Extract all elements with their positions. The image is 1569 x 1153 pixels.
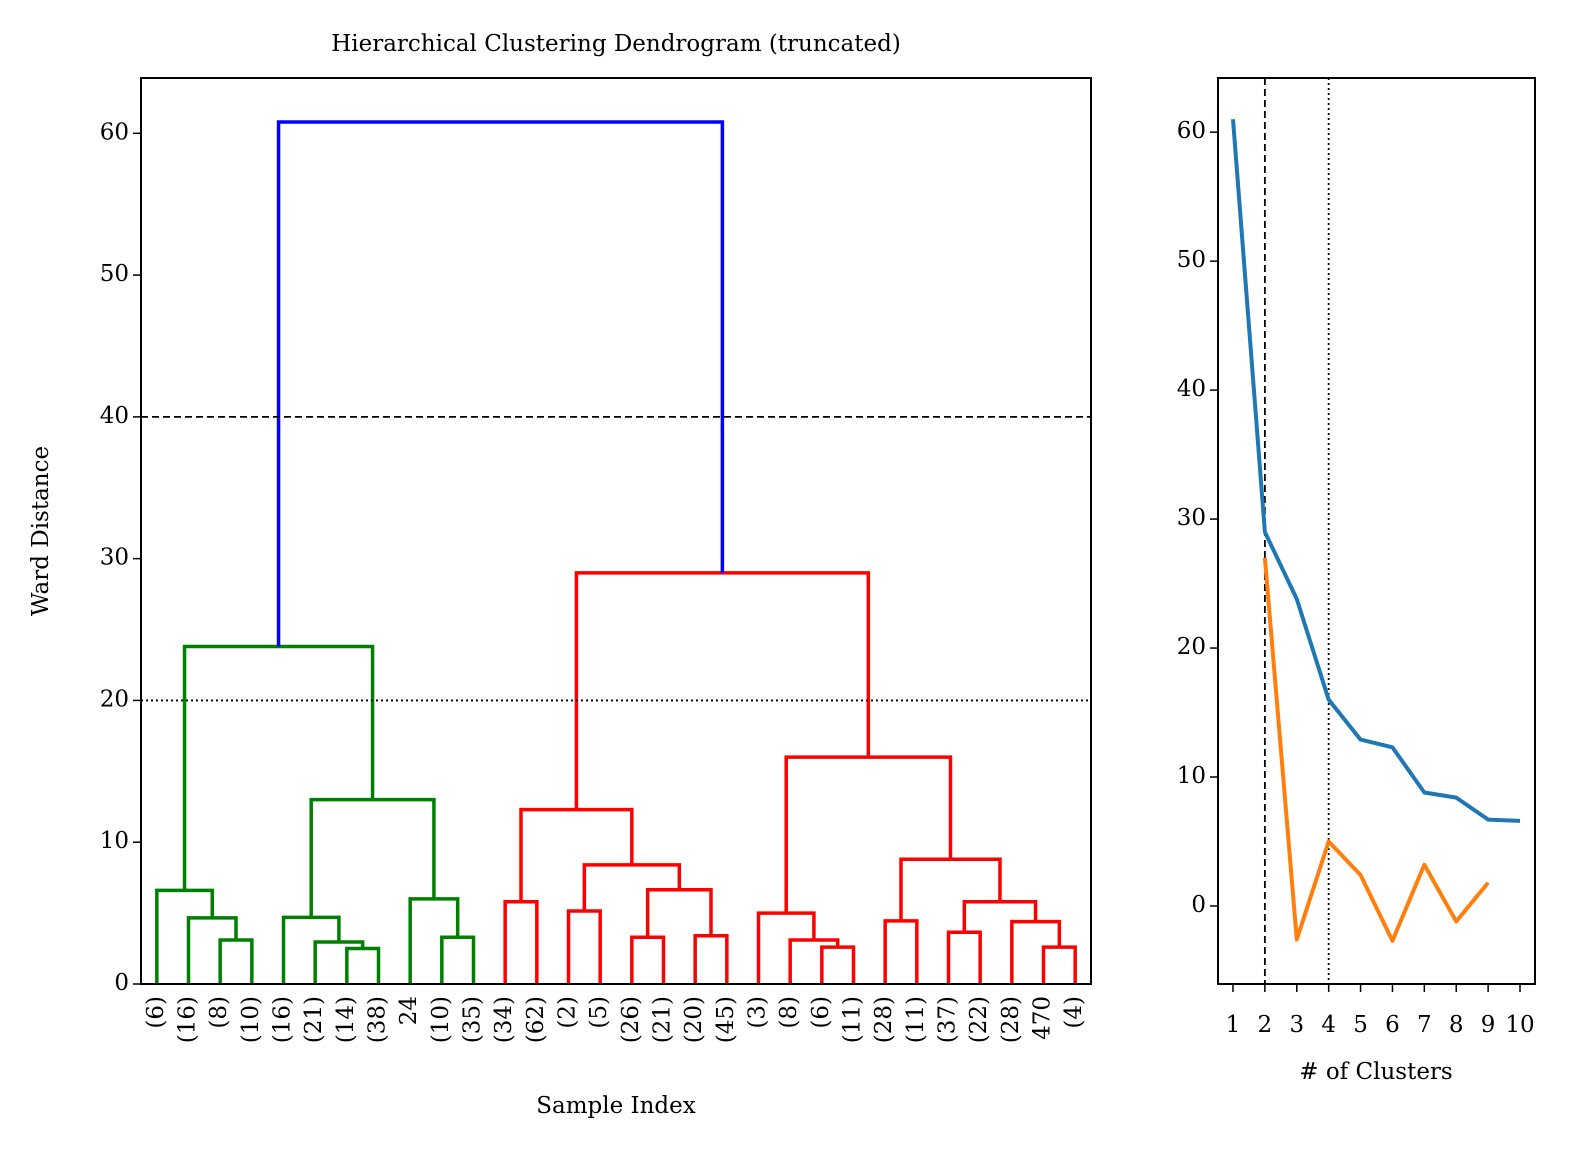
x-tick-label: (5) [586, 996, 612, 1029]
x-axis-label: Sample Index [536, 1093, 696, 1119]
x-tick-label: (11) [903, 996, 929, 1043]
y-tick-label: 20 [1177, 634, 1206, 660]
y-tick-label: 50 [1177, 247, 1206, 273]
y-tick-label: 10 [100, 828, 129, 854]
x-tick-label: 8 [1449, 1012, 1464, 1038]
dendrogram-link [645, 887, 713, 938]
dendrogram-link [440, 935, 476, 984]
dendrogram-link [345, 946, 381, 984]
y-tick-label: 0 [114, 970, 129, 996]
x-tick-label: (14) [333, 996, 359, 1043]
dendrogram-link [946, 930, 982, 984]
dendrogram-link [519, 807, 634, 902]
y-tick-label: 40 [100, 403, 129, 429]
y-tick-label: 60 [1177, 118, 1206, 144]
x-tick-label: (11) [840, 996, 866, 1043]
x-tick-label: 7 [1417, 1012, 1432, 1038]
y-tick-label: 40 [1177, 376, 1206, 402]
dendrogram-link [582, 863, 682, 911]
x-tick-label: (34) [491, 996, 517, 1043]
dendrogram-link [408, 897, 460, 984]
dendrogram-link [155, 888, 214, 984]
dendrogram-link [309, 797, 436, 918]
x-tick-label: 24 [396, 996, 422, 1025]
x-tick-label: (6) [143, 996, 169, 1029]
x-tick-label: (16) [175, 996, 201, 1043]
x-tick-label: (21) [650, 996, 676, 1043]
x-tick-label: (62) [523, 996, 549, 1043]
dendrogram-link [1010, 919, 1062, 984]
dendrogram-link [788, 938, 840, 984]
x-tick-label: (35) [460, 996, 486, 1043]
x-tick-label: (4) [1061, 996, 1087, 1029]
x-axis-label: # of Clusters [1299, 1059, 1452, 1085]
x-tick-label: (16) [270, 996, 296, 1043]
dendrogram-link [693, 934, 729, 984]
dendrogram-link [281, 915, 341, 984]
x-tick-label: 470 [1030, 996, 1056, 1040]
y-axis-label: Ward Distance [28, 446, 54, 616]
x-tick-label: (10) [238, 996, 264, 1043]
dendrogram-link [182, 644, 375, 891]
dendrogram-link [503, 900, 539, 984]
dendrogram-link [899, 857, 1002, 921]
x-tick-label: 10 [1505, 1012, 1534, 1038]
x-tick-label: (20) [681, 996, 707, 1043]
plot-frame [140, 77, 1092, 985]
x-tick-label: (37) [935, 996, 961, 1043]
dendrogram-link [820, 945, 856, 984]
x-tick-label: (6) [808, 996, 834, 1029]
x-tick-label: 2 [1258, 1012, 1273, 1038]
y-tick-label: 30 [1177, 505, 1206, 531]
dendrogram-link [276, 120, 725, 647]
x-tick-label: 6 [1385, 1012, 1400, 1038]
y-tick-label: 10 [1177, 763, 1206, 789]
dendrogram-link [218, 938, 254, 984]
dendrogram-link [186, 916, 238, 984]
x-tick-label: (28) [871, 996, 897, 1043]
dendrogram-link [313, 940, 365, 984]
x-tick-label: (21) [301, 996, 327, 1043]
chart-title: Hierarchical Clustering Dendrogram (trun… [331, 31, 901, 57]
x-tick-label: (10) [428, 996, 454, 1043]
x-tick-label: (2) [555, 996, 581, 1029]
x-tick-label: (38) [365, 996, 391, 1043]
series-line [1230, 119, 1521, 823]
x-tick-label: (26) [618, 996, 644, 1043]
y-tick-label: 60 [100, 119, 129, 145]
dendrogram-link [630, 935, 666, 984]
x-tick-label: 9 [1481, 1012, 1496, 1038]
dendrogram-link [962, 900, 1038, 933]
series-line [1262, 557, 1490, 943]
x-tick-label: (45) [713, 996, 739, 1043]
x-tick-label: (22) [966, 996, 992, 1043]
dendrogram-link [883, 919, 919, 984]
x-tick-label: (8) [206, 996, 232, 1029]
y-tick-label: 20 [100, 686, 129, 712]
y-tick-label: 0 [1191, 892, 1206, 918]
x-tick-label: 1 [1226, 1012, 1241, 1038]
y-tick-label: 50 [100, 261, 129, 287]
dendrogram-link [1041, 945, 1077, 984]
y-tick-label: 30 [100, 545, 129, 571]
x-tick-label: 5 [1353, 1012, 1368, 1038]
x-tick-label: (8) [776, 996, 802, 1029]
dendrogram-link [784, 755, 953, 914]
x-tick-label: 3 [1289, 1012, 1304, 1038]
x-tick-label: (28) [998, 996, 1024, 1043]
x-tick-label: (3) [745, 996, 771, 1029]
dendrogram-link [756, 911, 816, 984]
plot-frame [1217, 77, 1536, 985]
dendrogram-link [574, 571, 871, 810]
x-tick-label: 4 [1321, 1012, 1336, 1038]
dendrogram-link [566, 909, 602, 984]
